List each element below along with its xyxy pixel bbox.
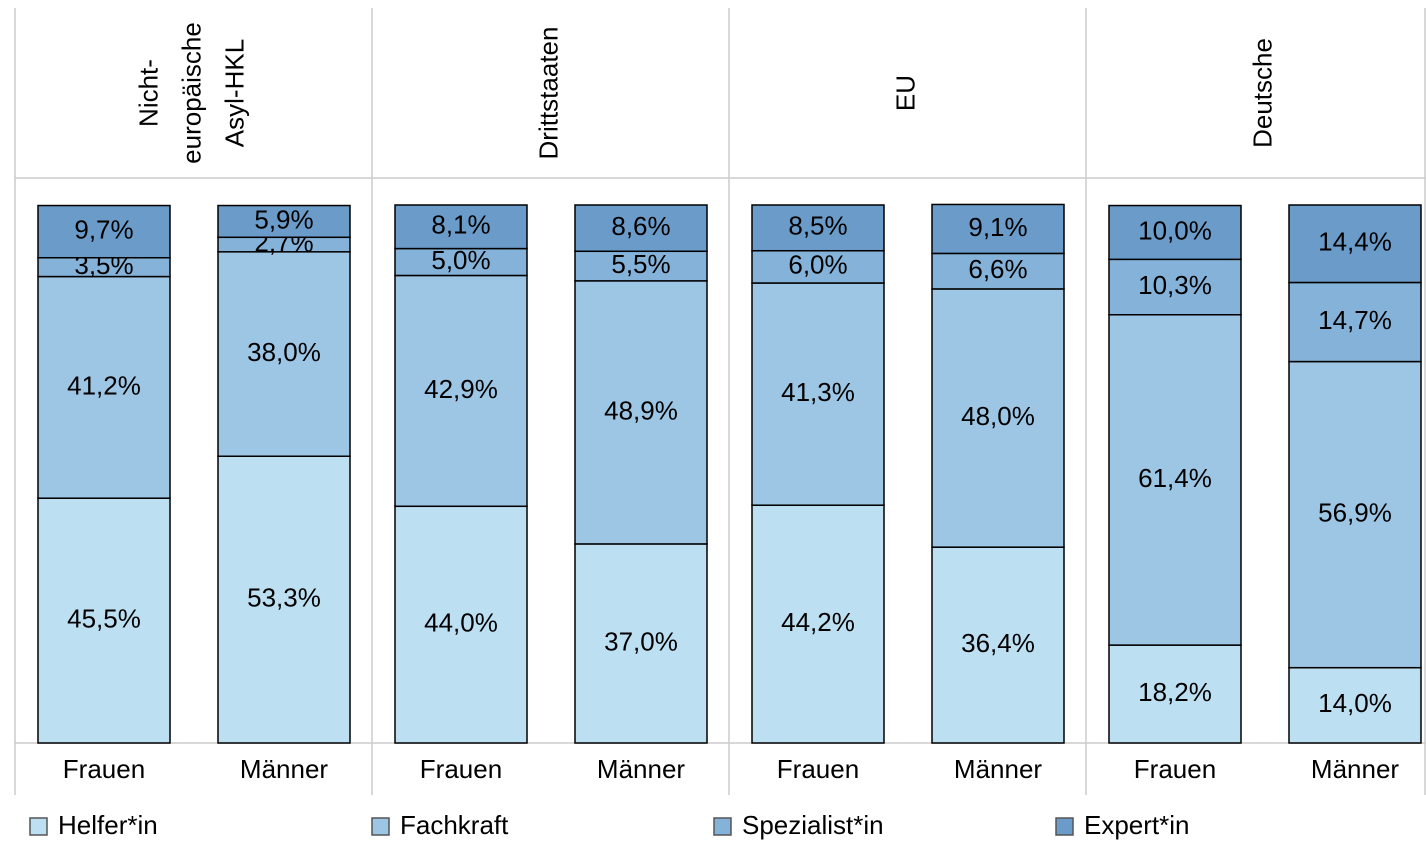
data-label: 8,5% xyxy=(788,211,847,241)
bar-segment xyxy=(217,455,351,744)
data-label: 8,6% xyxy=(611,211,670,241)
legend-swatch xyxy=(713,817,732,836)
bar-segment xyxy=(394,204,528,250)
data-label: 36,4% xyxy=(961,628,1035,658)
bar-segment xyxy=(751,204,885,252)
bar-segment xyxy=(37,275,171,499)
x-tick-label: Männer xyxy=(597,754,685,784)
data-label: 14,0% xyxy=(1318,688,1392,718)
data-label: 5,5% xyxy=(611,249,670,279)
bar-segment xyxy=(1288,360,1422,669)
bar-segment xyxy=(574,543,708,744)
data-label: 61,4% xyxy=(1138,463,1212,493)
bar-segment xyxy=(574,280,708,545)
data-label: 42,9% xyxy=(424,374,498,404)
bar-segment xyxy=(37,497,171,744)
group-label: Deutsche xyxy=(1247,38,1277,148)
data-label: 9,7% xyxy=(74,215,133,245)
data-label: 44,2% xyxy=(781,607,855,637)
legend-label: Expert*in xyxy=(1084,810,1190,840)
bar-segment xyxy=(931,288,1065,548)
group-label: Asyl-HKL xyxy=(219,39,249,147)
data-label: 38,0% xyxy=(247,337,321,367)
x-tick-label: Männer xyxy=(1311,754,1399,784)
x-tick-label: Frauen xyxy=(777,754,859,784)
bar-segment xyxy=(574,204,708,253)
bar-segment xyxy=(394,505,528,744)
data-label: 10,0% xyxy=(1138,215,1212,245)
x-tick-label: Frauen xyxy=(1134,754,1216,784)
legend-swatch xyxy=(371,817,390,836)
data-label: 37,0% xyxy=(604,626,678,656)
bar-segment xyxy=(1108,258,1242,316)
group-label: Nicht- xyxy=(133,59,163,127)
data-label: 41,2% xyxy=(67,370,141,400)
data-label: 10,3% xyxy=(1138,270,1212,300)
group-label: Drittstaaten xyxy=(533,27,563,160)
data-label: 48,9% xyxy=(604,395,678,425)
bar-segment xyxy=(1108,204,1242,261)
bar-segment xyxy=(217,204,351,239)
bar-segment xyxy=(394,274,528,508)
data-label: 5,0% xyxy=(431,245,490,275)
data-label: 41,3% xyxy=(781,377,855,407)
data-label: 48,0% xyxy=(961,401,1035,431)
data-label: 56,9% xyxy=(1318,497,1392,527)
bar-segment xyxy=(1288,281,1422,363)
legend-label: Fachkraft xyxy=(400,810,509,840)
bar-segment xyxy=(217,251,351,457)
bar-segment xyxy=(1108,314,1242,646)
data-label: 8,1% xyxy=(431,210,490,240)
x-tick-label: Frauen xyxy=(420,754,502,784)
data-label: 14,7% xyxy=(1318,305,1392,335)
data-label: 44,0% xyxy=(424,608,498,638)
x-tick-label: Frauen xyxy=(63,754,145,784)
group-label: EU xyxy=(890,75,920,111)
bar-segment xyxy=(1288,204,1422,284)
data-label: 18,2% xyxy=(1138,677,1212,707)
data-label: 6,0% xyxy=(788,250,847,280)
data-label: 9,1% xyxy=(968,212,1027,242)
bar-segment xyxy=(1288,666,1422,744)
data-label: 6,6% xyxy=(968,254,1027,284)
bar-segment xyxy=(1108,644,1242,744)
data-label: 14,4% xyxy=(1318,227,1392,257)
bar-segment xyxy=(37,204,171,259)
bar-segment xyxy=(931,203,1065,255)
bar-segment xyxy=(931,546,1065,744)
legend-swatch xyxy=(1055,817,1074,836)
legend-label: Helfer*in xyxy=(58,810,158,840)
bar-segment xyxy=(574,250,708,282)
legend-label: Spezialist*in xyxy=(742,810,884,840)
data-label: 5,9% xyxy=(254,204,313,234)
data-label: 45,5% xyxy=(67,603,141,633)
legend-swatch xyxy=(29,817,48,836)
group-label: europäische xyxy=(176,22,206,164)
x-tick-label: Männer xyxy=(954,754,1042,784)
x-tick-label: Männer xyxy=(240,754,328,784)
bar-segment xyxy=(751,282,885,506)
data-label: 53,3% xyxy=(247,582,321,612)
